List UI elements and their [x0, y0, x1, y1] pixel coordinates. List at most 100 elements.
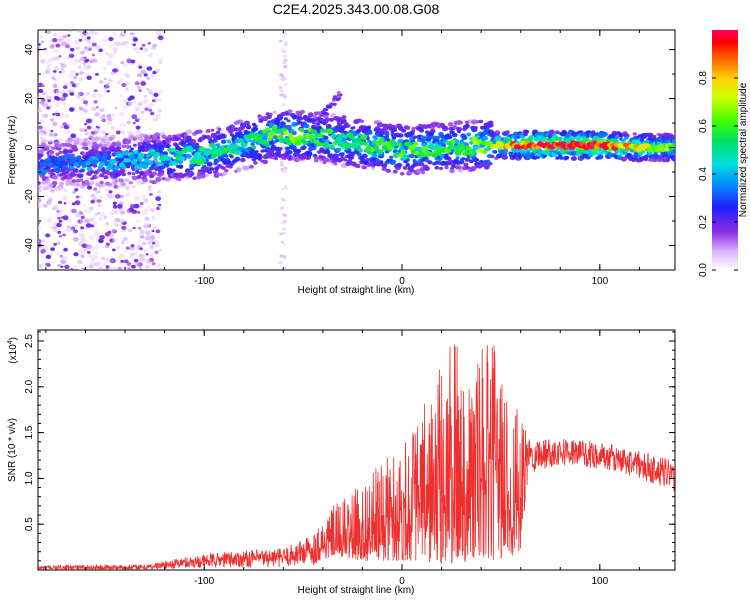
heatmap-cell — [45, 177, 50, 182]
heatmap-cell — [368, 129, 373, 134]
heatmap-cell — [91, 53, 95, 57]
heatmap-cell — [330, 133, 337, 138]
heatmap-cell — [151, 171, 157, 176]
heatmap-cell — [275, 128, 282, 134]
heatmap-cell — [87, 140, 94, 146]
heatmap-cell — [121, 172, 127, 177]
heatmap-cell — [111, 228, 117, 233]
heatmap-cell — [123, 259, 129, 264]
heatmap-cell — [59, 181, 64, 186]
heatmap-cell — [80, 237, 86, 242]
heatmap-cell — [59, 31, 64, 35]
heatmap-cell — [324, 149, 331, 154]
colorbar-tick-label: 0.4 — [698, 167, 709, 181]
heatmap-cell — [412, 159, 417, 163]
heatmap-cell — [548, 129, 555, 135]
heatmap-cell — [373, 136, 379, 141]
heatmap-cell — [78, 105, 84, 111]
heatmap-cell — [98, 204, 102, 207]
heatmap-cell — [482, 136, 489, 141]
heatmap-cell — [286, 119, 291, 123]
heatmap-cell — [86, 125, 92, 130]
heatmap-cell — [112, 31, 117, 36]
heatmap-cell — [83, 100, 88, 105]
heatmap-cell — [672, 138, 675, 144]
heatmap-cell — [50, 43, 55, 48]
heatmap-cell — [283, 49, 287, 52]
heatmap-cell — [112, 201, 117, 205]
heatmap-cell — [45, 30, 51, 35]
heatmap-cell — [52, 48, 58, 54]
heatmap-cell — [139, 267, 142, 270]
heatmap-cell — [265, 146, 271, 152]
heatmap-cell — [107, 117, 113, 122]
heatmap-cell — [141, 194, 147, 199]
heatmap-cell — [458, 143, 466, 150]
heatmap-cell — [447, 122, 454, 127]
heatmap-cell — [155, 196, 162, 201]
heatmap-cell — [104, 82, 111, 87]
heatmap-cell — [114, 194, 121, 199]
heatmap-cell — [147, 160, 154, 166]
heatmap-cell — [371, 167, 375, 171]
heatmap-cell — [427, 144, 433, 149]
heatmap-cell — [125, 187, 131, 192]
heatmap-cell — [283, 267, 287, 270]
heatmap-cell — [90, 206, 93, 209]
heatmap-cell — [108, 36, 114, 42]
heatmap-cell — [151, 216, 157, 221]
heatmap-cell — [56, 241, 61, 245]
heatmap-cell — [98, 48, 103, 53]
heatmap-cell — [464, 123, 470, 129]
heatmap-cell — [131, 168, 136, 172]
heatmap-cell — [118, 223, 123, 227]
heatmap-cell — [80, 267, 85, 270]
heatmap-cell — [206, 161, 213, 166]
heatmap-cell — [167, 134, 172, 139]
heatmap-cell — [74, 176, 78, 180]
heatmap-cell — [137, 101, 143, 107]
heatmap-cell — [195, 156, 202, 161]
heatmap-cell — [90, 131, 95, 135]
heatmap-cell — [84, 103, 89, 107]
figure-title: C2E4.2025.343.00.08.G08 — [273, 1, 440, 17]
heatmap-cell — [132, 47, 139, 52]
heatmap-cell — [53, 66, 60, 71]
heatmap-cell — [146, 205, 150, 208]
heatmap-cell — [46, 66, 51, 70]
y-tick-label: 0 — [24, 144, 35, 150]
heatmap-cell — [71, 208, 77, 214]
heatmap-cell — [639, 138, 644, 142]
heatmap-cell — [452, 125, 458, 129]
heatmap-cell — [41, 114, 46, 118]
heatmap-cell — [126, 241, 131, 244]
heatmap-cell — [278, 86, 283, 90]
heatmap-cell — [390, 141, 398, 147]
heatmap-cell — [401, 155, 408, 160]
heatmap-cell — [489, 162, 493, 165]
heatmap-cell — [97, 93, 103, 98]
heatmap-cell — [55, 91, 60, 96]
heatmap-cell — [62, 149, 69, 155]
heatmap-cell — [468, 159, 474, 164]
heatmap-cell — [291, 145, 297, 150]
heatmap-cell — [135, 262, 141, 267]
heatmap-cell — [328, 141, 333, 145]
x-tick-label: 0 — [399, 276, 405, 287]
heatmap-cell — [73, 252, 79, 257]
heatmap-cell — [505, 130, 510, 134]
heatmap-cell — [139, 47, 144, 50]
heatmap-cell — [343, 158, 348, 162]
heatmap-cell — [87, 251, 91, 254]
heatmap-cell — [143, 249, 147, 252]
heatmap-cell — [371, 152, 378, 158]
heatmap-cell — [296, 112, 303, 117]
heatmap-cell — [53, 222, 57, 226]
heatmap-cell — [55, 208, 60, 212]
heatmap-cell — [132, 175, 138, 181]
heatmap-cell — [128, 207, 134, 212]
heatmap-cell — [207, 170, 213, 175]
heatmap-cell — [131, 172, 136, 176]
heatmap-cell — [75, 82, 80, 87]
